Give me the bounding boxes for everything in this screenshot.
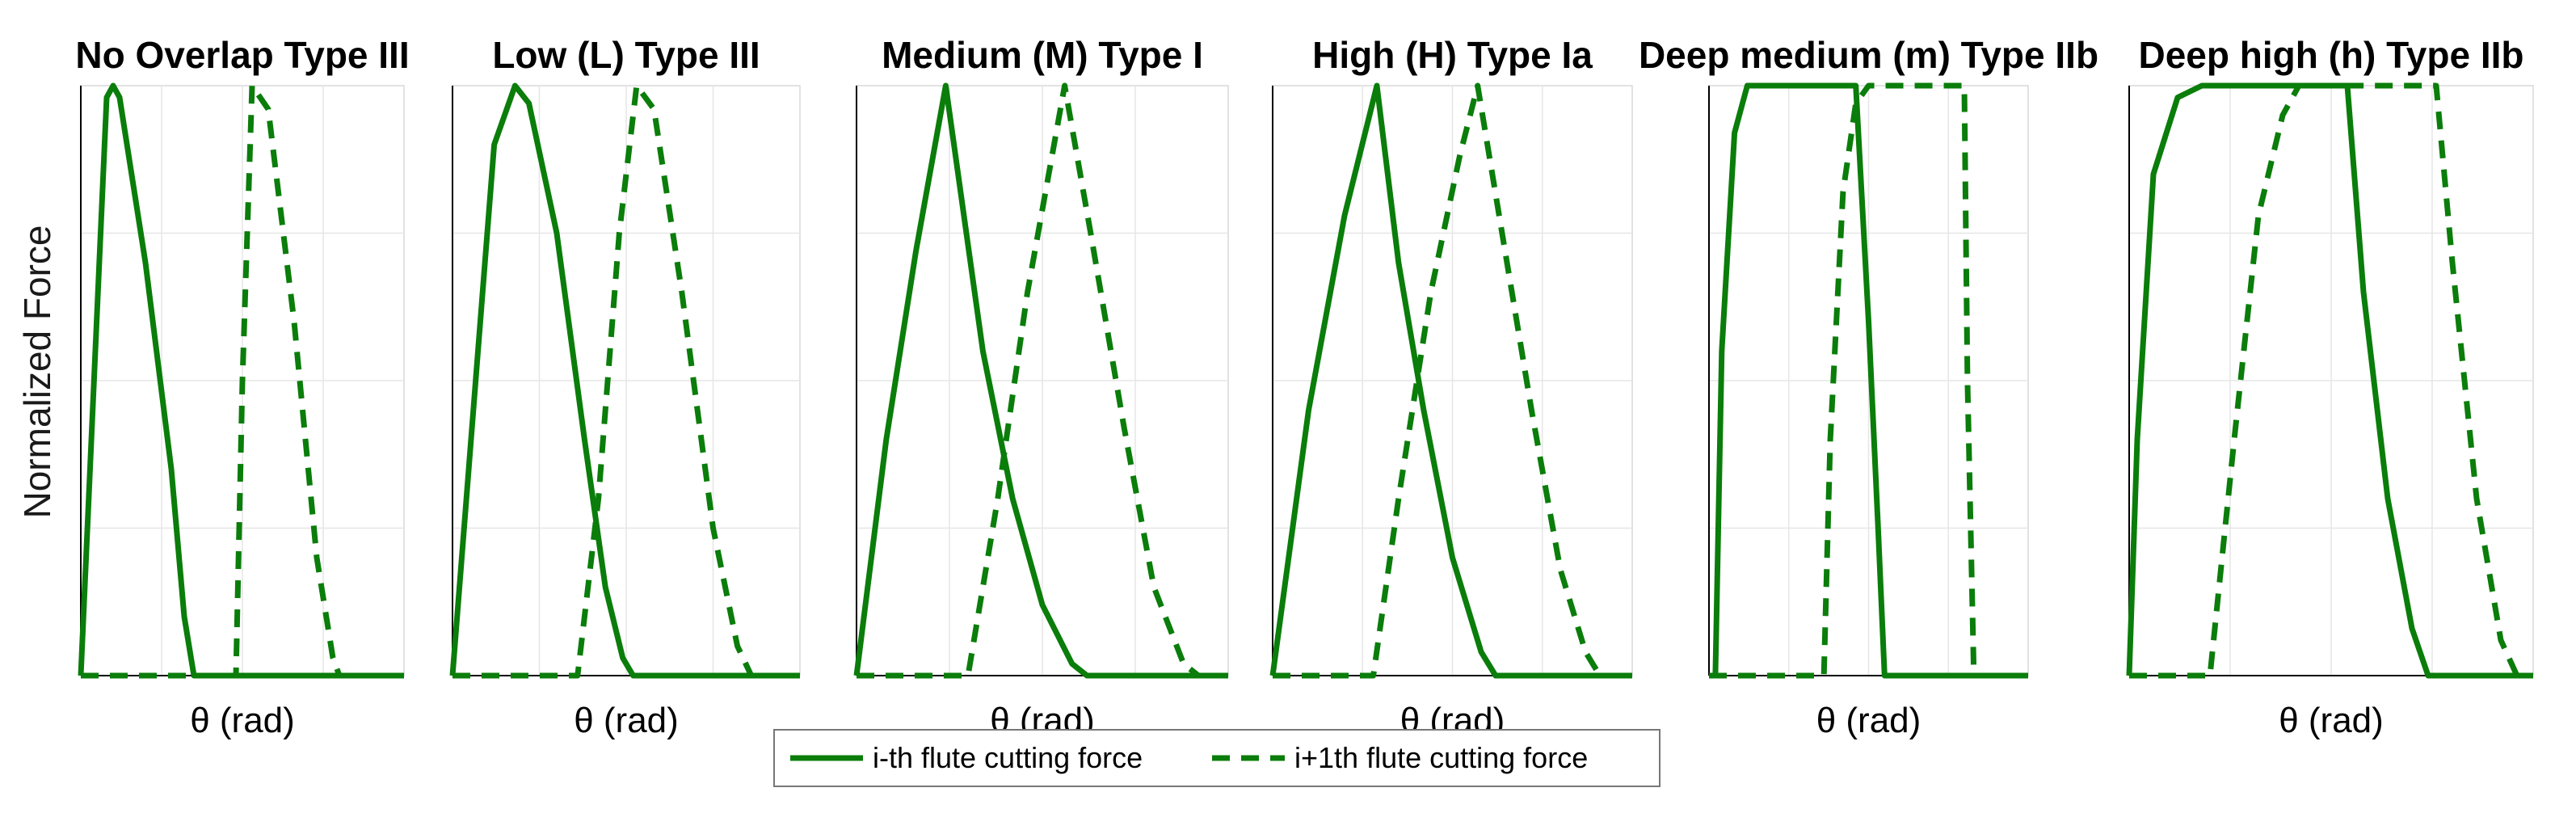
- series-i1th-line: [81, 82, 404, 679]
- series-i1th-line: [857, 82, 1228, 679]
- series-ith-line: [78, 82, 404, 679]
- series-ith-line: [1269, 82, 1632, 679]
- panel-4: High (H) Type Iaθ (rad): [1269, 34, 1633, 740]
- panel-title: Deep medium (m) Type IIb: [1639, 34, 2098, 76]
- legend-entry-0: i-th flute cutting force: [873, 741, 1143, 774]
- series-ith-line: [449, 82, 800, 679]
- x-axis-label: θ (rad): [574, 701, 679, 740]
- x-axis-label: θ (rad): [1816, 701, 1921, 740]
- panel-title: Deep high (h) Type IIb: [2138, 34, 2523, 76]
- panel-5: Deep medium (m) Type IIb θ (rad): [1639, 34, 2098, 740]
- series-ith-line: [853, 82, 1228, 679]
- legend-entry-1: i+1th flute cutting force: [1294, 741, 1588, 774]
- series-ith-line: [1709, 82, 2028, 679]
- panel-title: High (H) Type Ia: [1312, 34, 1593, 76]
- panel-title: Medium (M) Type I: [882, 34, 1203, 76]
- panel-title: Low (L) Type III: [492, 34, 760, 76]
- y-axis-label: Normalized Force: [16, 225, 58, 519]
- legend: i-th flute cutting force i+1th flute cut…: [773, 729, 1661, 787]
- x-axis-label: θ (rad): [2279, 701, 2384, 740]
- panel-3: Medium (M) Type Iθ (rad): [853, 34, 1229, 740]
- panel-title: No Overlap Type III: [75, 34, 409, 76]
- x-axis-label: θ (rad): [190, 701, 295, 740]
- panel-2: Low (L) Type III θ (rad): [449, 34, 801, 740]
- panel-6: Deep high (h) Type IIb θ (rad): [2126, 34, 2534, 740]
- panel-1: No Overlap Type III θ (rad): [75, 34, 409, 740]
- series-i1th-line: [452, 82, 800, 679]
- series-i1th-line: [1273, 82, 1632, 679]
- series-i1th-line: [1709, 82, 2028, 679]
- series-i1th-line: [2129, 82, 2533, 679]
